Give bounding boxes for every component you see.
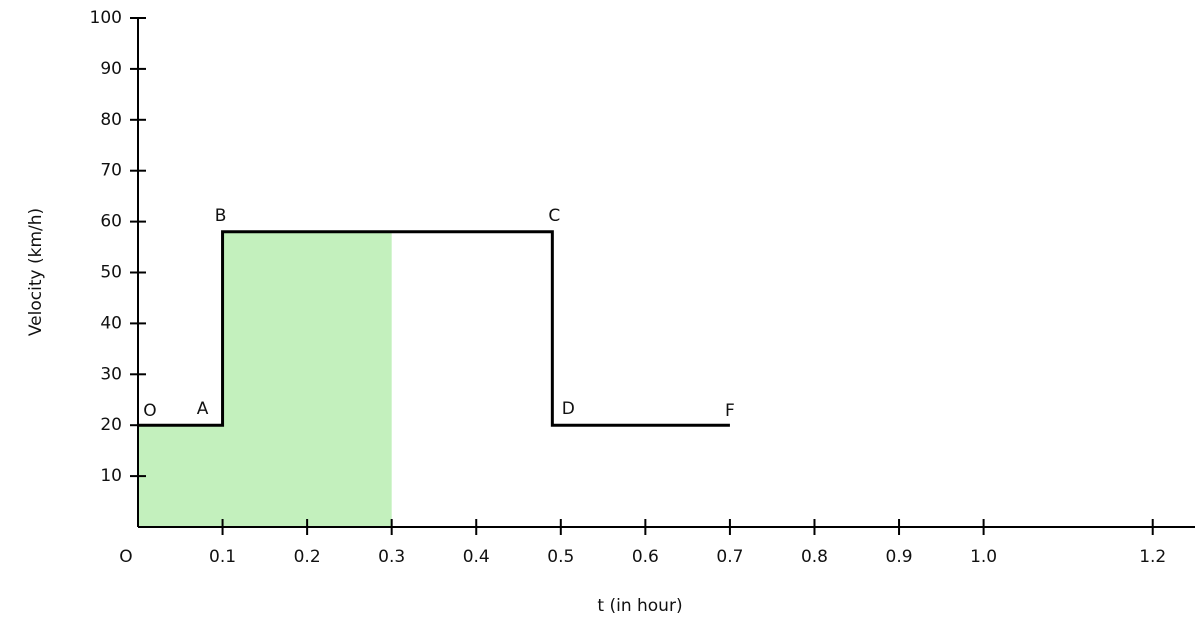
x-tick-label: 0.4 xyxy=(463,547,490,567)
x-tick-label: 0.6 xyxy=(632,547,659,567)
y-tick-label: 50 xyxy=(100,263,122,283)
point-label: O xyxy=(143,401,156,421)
y-tick-label: 30 xyxy=(100,364,122,384)
y-axis-label: Velocity (km/h) xyxy=(26,208,46,336)
point-label: A xyxy=(197,399,209,419)
x-tick-label: O xyxy=(119,547,132,567)
y-tick-label: 10 xyxy=(100,466,122,486)
point-label: B xyxy=(215,206,227,226)
velocity-line xyxy=(138,230,730,427)
point-label: D xyxy=(562,399,575,419)
x-tick-label: 0.2 xyxy=(294,547,321,567)
x-tick-label: 0.3 xyxy=(378,547,405,567)
x-tick-label: 0.5 xyxy=(547,547,574,567)
x-tick-label: 0.1 xyxy=(209,547,236,567)
x-tick-label: 0.9 xyxy=(886,547,913,567)
y-tick-label: 90 xyxy=(100,59,122,79)
y-tick-label: 60 xyxy=(100,212,122,232)
x-tick-label: 1.2 xyxy=(1139,547,1166,567)
y-tick-label: 20 xyxy=(100,415,122,435)
y-tick-label: 70 xyxy=(100,161,122,181)
x-tick-label: 0.7 xyxy=(716,547,743,567)
y-tick-label: 80 xyxy=(100,110,122,130)
y-tick-label: 100 xyxy=(90,8,122,28)
x-axis-label: t (in hour) xyxy=(597,596,682,616)
point-label: F xyxy=(725,401,735,421)
point-label: C xyxy=(548,206,560,226)
y-tick-label: 40 xyxy=(100,313,122,333)
x-tick-label: 0.8 xyxy=(801,547,828,567)
shaded-area xyxy=(138,231,392,527)
x-tick-label: 1.0 xyxy=(970,547,997,567)
